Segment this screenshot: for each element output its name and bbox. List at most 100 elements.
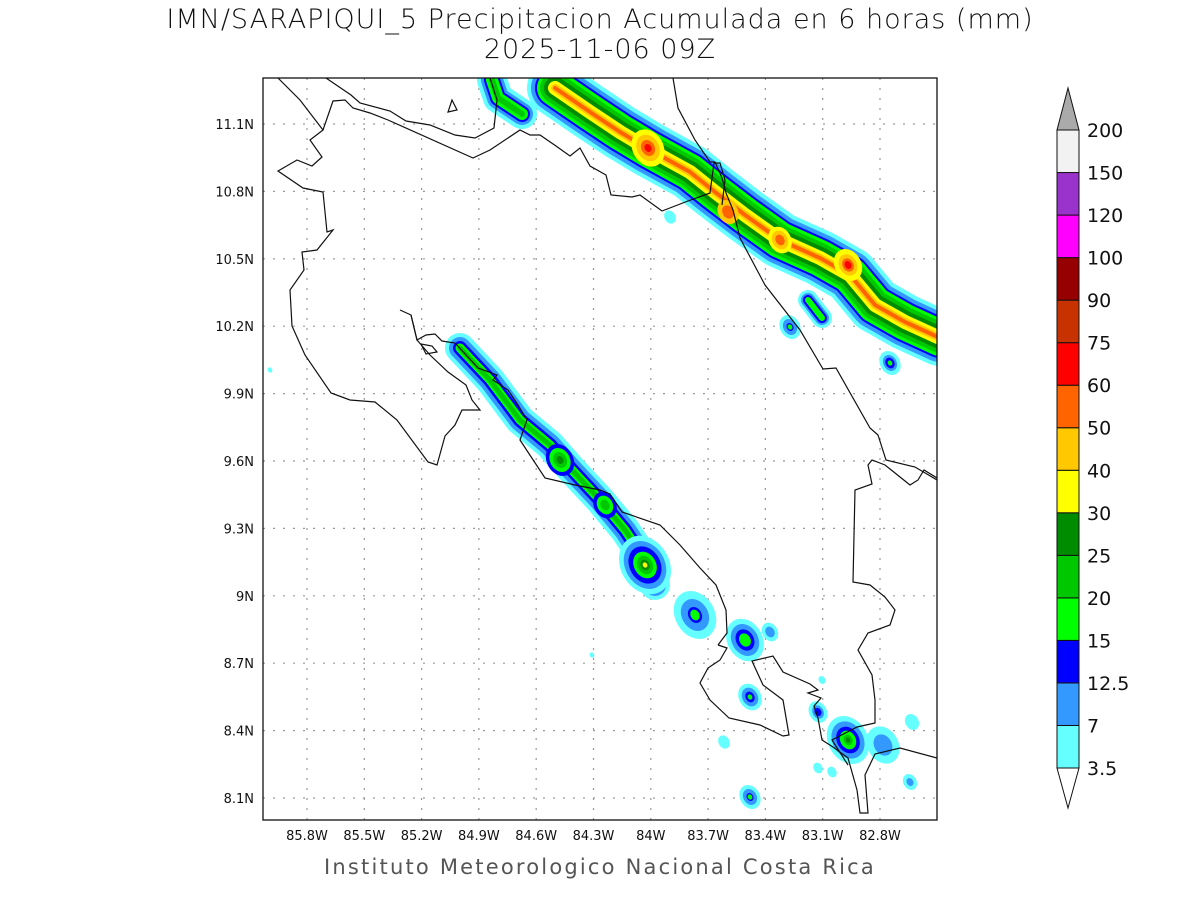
lon-tick-label: 84.9W [458, 829, 500, 844]
lat-tick-label: 9.3N [224, 522, 254, 537]
colorbar-label: 120 [1087, 205, 1123, 227]
caribbean-coast [672, 78, 937, 481]
precip-cell-level [873, 734, 893, 756]
lon-tick-label: 85.2W [401, 829, 443, 844]
lon-tick-label: 85.5W [343, 829, 385, 844]
colorbar-swatch [1056, 554, 1080, 599]
lat-tick-label: 10.8N [215, 185, 254, 200]
precip-band-level [489, 78, 525, 117]
precipitation-field [267, 78, 937, 809]
precip-cell-level [718, 735, 730, 749]
colorbar-label: 50 [1087, 418, 1111, 440]
plot-frame [262, 77, 938, 821]
precip-cell-level [747, 794, 753, 800]
precip-cell-level [747, 694, 753, 700]
colorbar-label: 7 [1087, 715, 1099, 737]
colorbar-swatch [1056, 469, 1080, 514]
colorbar-label: 30 [1087, 503, 1111, 525]
precip-cell-level [906, 778, 914, 786]
lon-tick-label: 83.4W [744, 829, 786, 844]
colorbar-label: 200 [1087, 120, 1123, 142]
lon-tick-label: 82.8W [859, 829, 901, 844]
colorbar-label: 60 [1087, 375, 1111, 397]
lat-tick-label: 11.1N [215, 118, 254, 133]
small-island [447, 98, 458, 113]
precip-cell-level [827, 766, 837, 778]
colorbar-under-triangle [1056, 767, 1080, 810]
lat-tick-label: 10.2N [215, 320, 254, 335]
colorbar-label: 90 [1087, 290, 1111, 312]
precip-cell-level [775, 234, 785, 246]
precip-cell-level [739, 633, 751, 647]
colorbar-label: 100 [1087, 248, 1123, 270]
lat-tick-label: 8.7N [224, 657, 254, 672]
precip-cell-level [589, 652, 595, 658]
colorbar-label: 150 [1087, 163, 1123, 185]
lat-tick-label: 8.1N [224, 792, 254, 807]
lon-tick-label: 84.3W [573, 829, 615, 844]
precip-cell-level [644, 144, 652, 152]
lon-tick-label: 85.8W [286, 829, 328, 844]
axis-tick-labels: 85.8W 85.5W 85.2W 84.9W 84.6W 84.3W 84W 83.7W 83… [215, 118, 901, 844]
colorbar-label: 15 [1087, 630, 1111, 652]
nicaragua-border [325, 78, 498, 139]
map-title: IMN/SARAPIQUI_5 Precipitacion Acumulada … [166, 4, 1034, 35]
precip-cell-level [722, 205, 734, 219]
colorbar-swatch [1056, 172, 1080, 216]
precip-cell-level [904, 714, 920, 730]
panama-border [831, 459, 937, 766]
colorbar-swatch [1056, 724, 1080, 769]
colorbar-swatch [1056, 682, 1080, 726]
colorbar-over-triangle [1056, 86, 1080, 131]
colorbar-swatch [1056, 512, 1080, 556]
colorbar-label: 12.5 [1087, 673, 1129, 695]
gulf-island [419, 343, 439, 355]
lat-tick-label: 10.5N [215, 253, 254, 268]
lat-tick-label: 9.9N [224, 388, 254, 403]
lat-tick-label: 9.6N [224, 455, 254, 470]
lon-tick-label: 83.1W [802, 829, 844, 844]
lake-shore [322, 99, 726, 212]
colorbar-swatch [1056, 257, 1080, 301]
colorbar-swatch [1056, 214, 1080, 259]
precip-band-level [805, 297, 825, 321]
precip-cell-level [556, 456, 564, 464]
map-subtitle: 2025-11-06 09Z [483, 34, 717, 65]
lat-tick-label: 8.4N [224, 725, 254, 740]
colorbar-swatch [1056, 384, 1080, 429]
precip-band-level [553, 86, 937, 339]
colorbar-swatch [1056, 129, 1080, 174]
footer-credit: Instituto Meteorologico Nacional Costa R… [324, 855, 876, 879]
pacific-coast-north [276, 78, 482, 466]
colorbar-swatch [1056, 639, 1080, 684]
precip-cell-level [664, 210, 676, 224]
colorbar-label: 20 [1087, 588, 1111, 610]
coastlines [276, 78, 937, 814]
colorbar-swatch [1056, 299, 1080, 344]
colorbar-legend: 3.5 7 12.5 15 20 25 30 40 50 60 75 90 100 120 150 200 [1056, 86, 1129, 810]
colorbar-label: 3.5 [1087, 758, 1117, 780]
precip-cell-level [813, 762, 823, 774]
colorbar-label: 25 [1087, 545, 1111, 567]
precip-cell-level [845, 737, 851, 743]
precip-cell-level [267, 367, 273, 373]
colorbar-swatch [1056, 597, 1080, 641]
precip-cell-level [887, 360, 893, 366]
pacific-coast-central [410, 314, 728, 646]
osa-peninsula [699, 644, 937, 814]
colorbar-swatch [1056, 342, 1080, 386]
precip-cell-level [844, 261, 852, 269]
colorbar-swatch [1056, 427, 1080, 471]
lon-tick-label: 84.6W [515, 829, 557, 844]
lon-tick-label: 83.7W [687, 829, 729, 844]
precip-cell-level [600, 499, 610, 511]
precip-cell-level [787, 324, 793, 330]
lon-tick-label: 84W [636, 829, 666, 844]
colorbar-label: 40 [1087, 460, 1111, 482]
precip-cell-level [765, 626, 775, 638]
precip-cell-level [642, 562, 648, 568]
precip-cell-level [818, 676, 826, 684]
colorbar-label: 75 [1087, 333, 1111, 355]
lat-tick-label: 9N [236, 590, 254, 605]
